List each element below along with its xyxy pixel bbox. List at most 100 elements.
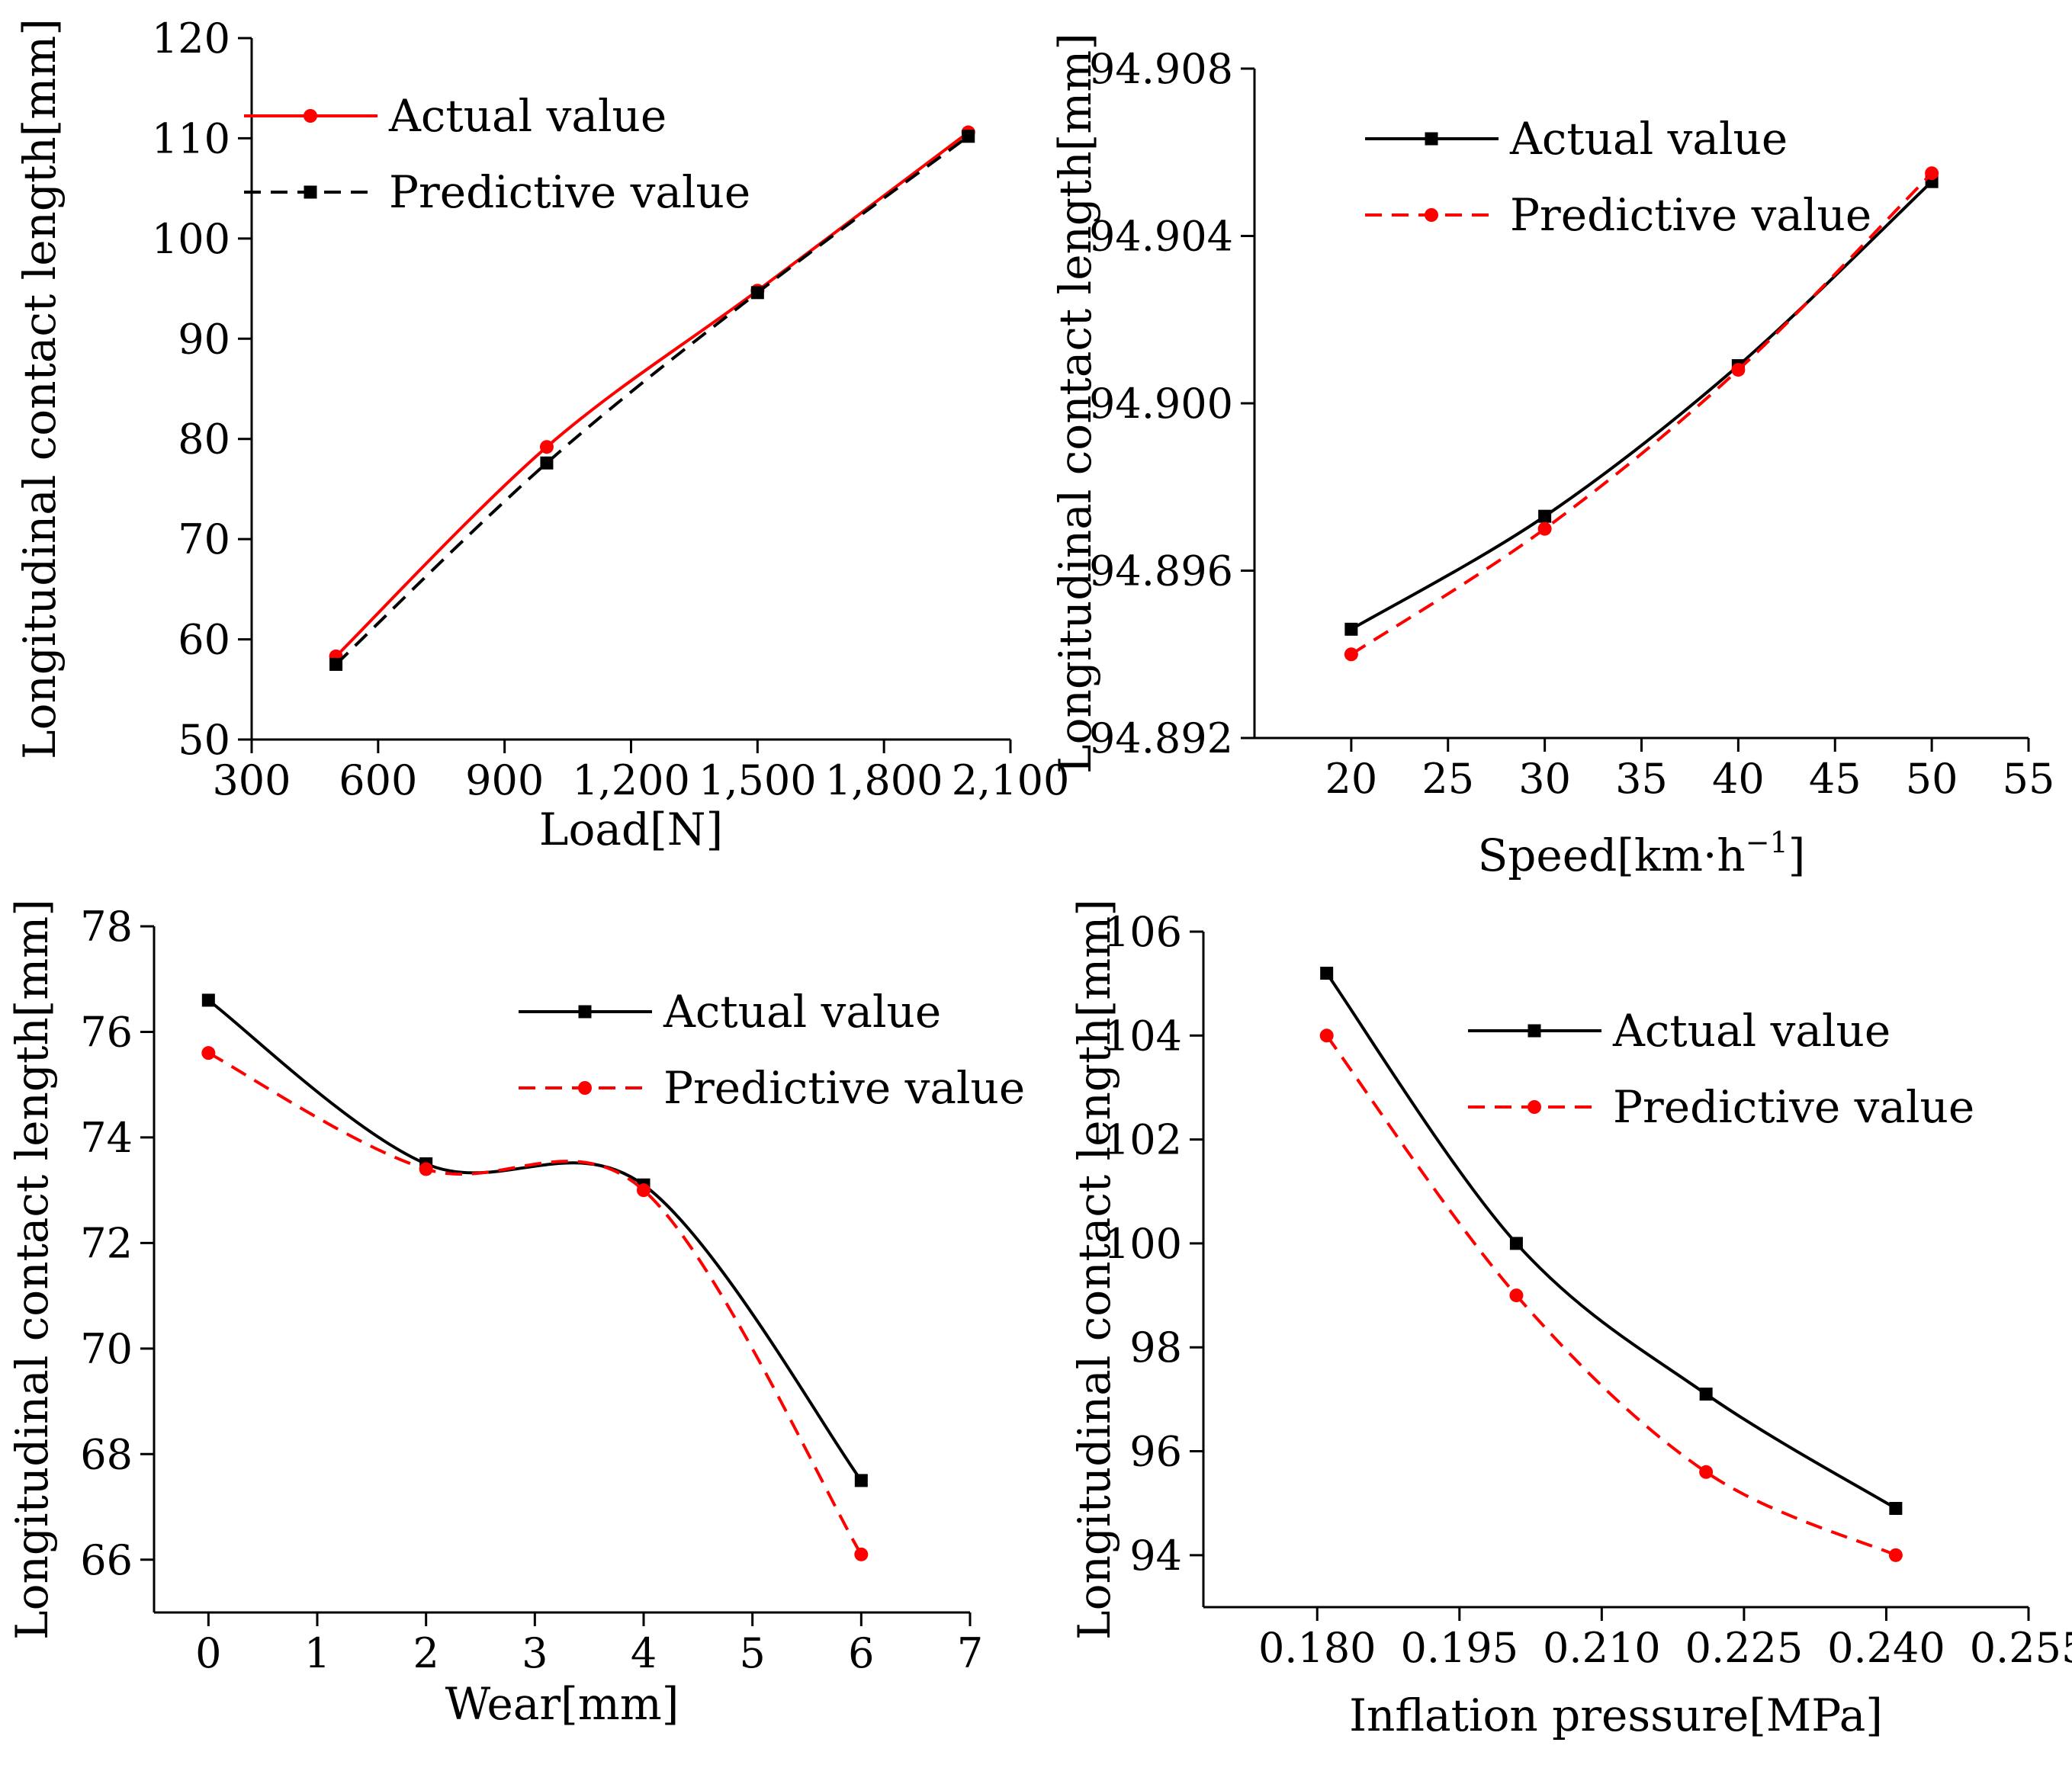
y-tick-label: 70: [178, 515, 230, 563]
x-tick-label: 40: [1712, 755, 1765, 803]
x-axis-title: Load[N]: [539, 804, 723, 855]
y-tick-label: 104: [1103, 1012, 1182, 1060]
y-tick-label: 72: [80, 1219, 133, 1267]
x-tick-label: 1: [304, 1629, 330, 1677]
legend-label: Predictive value: [663, 1062, 1025, 1114]
data-point: [750, 286, 764, 300]
chart-panel-2: 20 25 30 35 40 45 50 55 94.892 94.896 94.900 94.904…: [1049, 33, 2054, 881]
data-point: [329, 657, 343, 671]
legend-label: Predictive value: [1613, 1081, 1974, 1133]
x-tick-label: 6: [848, 1629, 874, 1677]
legend-marker: [304, 109, 317, 123]
data-point: [1537, 521, 1552, 536]
x-tick-label: 1,500: [699, 756, 817, 804]
series-2: [1319, 1028, 1903, 1562]
legend-entry: Predictive value: [244, 166, 750, 218]
y-tick-label: 100: [1103, 1220, 1182, 1268]
x-tick-label: 900: [465, 756, 544, 804]
data-point: [1731, 363, 1746, 377]
data-point: [1509, 1237, 1523, 1250]
data-point: [201, 993, 215, 1007]
x-axis-title: Speed[km·h−1]: [1478, 826, 1806, 881]
series-line: [1350, 180, 1933, 631]
y-tick-label: 74: [80, 1114, 133, 1162]
x-tick-label: 0.180: [1258, 1624, 1377, 1672]
x-tick-label: 0.240: [1827, 1624, 1945, 1672]
x-tick-label: 55: [2003, 755, 2055, 803]
x-tick-label: 0: [195, 1629, 221, 1677]
x-tick-label: 5: [739, 1629, 765, 1677]
y-tick-label: 94.904: [1089, 213, 1233, 261]
data-point: [1888, 1548, 1903, 1562]
x-tick-label: 4: [631, 1629, 657, 1677]
y-tick-label: 60: [178, 616, 230, 664]
x-axis-title-end: ]: [1788, 829, 1806, 881]
data-point: [1344, 622, 1358, 636]
data-point: [1699, 1388, 1713, 1401]
data-point: [1344, 647, 1358, 662]
legend-entry: Actual value: [519, 986, 941, 1038]
data-point: [539, 440, 554, 454]
y-axis-title: Longitudinal contact length[mm]: [1049, 33, 1101, 774]
data-point: [1538, 509, 1552, 523]
y-tick-label: 78: [80, 903, 133, 951]
x-axis-title-text: Wear[mm]: [445, 1678, 679, 1730]
legend-entry: Predictive value: [1365, 189, 1871, 241]
data-point: [1509, 1288, 1524, 1303]
legend-marker: [1425, 208, 1438, 222]
x-tick-label: 0.210: [1543, 1624, 1661, 1672]
legend-label: Actual value: [388, 90, 667, 142]
x-tick-label: 0.225: [1685, 1624, 1804, 1672]
y-tick-label: 94.896: [1089, 547, 1233, 595]
y-tick-label: 102: [1103, 1116, 1182, 1164]
series-line: [1350, 172, 1933, 656]
series-2: [329, 130, 975, 671]
series-line: [1325, 972, 1897, 1510]
x-axis-title-text: Speed[km·h: [1478, 829, 1746, 881]
legend-label: Actual value: [1509, 113, 1788, 165]
chart-panel-4: 0.180 0.195 0.210 0.225 0.240 0.255 94 96 98 100 1…: [1068, 899, 2072, 1741]
legend-marker: [1527, 1024, 1541, 1038]
x-axis-title: Wear[mm]: [445, 1678, 679, 1730]
legend-marker: [578, 1081, 592, 1095]
data-point: [419, 1162, 433, 1176]
legend-label: Actual value: [663, 986, 941, 1038]
x-tick-label: 0.255: [1970, 1624, 2072, 1672]
chart-panel-3: 0 1 2 3 4 5 6 7 66 68 70 72 74 76 78 Wear[mm] Longitudin…: [6, 899, 1025, 1730]
series-line: [1325, 1035, 1897, 1557]
y-tick-label: 68: [80, 1430, 133, 1478]
data-point: [540, 456, 554, 470]
data-point: [962, 130, 975, 143]
y-tick-label: 66: [80, 1536, 133, 1584]
legend-entry: Actual value: [1365, 113, 1788, 165]
y-tick-label: 94: [1129, 1532, 1182, 1580]
legend-entry: Predictive value: [1468, 1081, 1974, 1133]
y-axis-title: Longitudinal contact length[mm]: [14, 18, 66, 759]
data-point: [1699, 1465, 1714, 1479]
legend-entry: Actual value: [244, 90, 667, 142]
legend-label: Predictive value: [389, 166, 750, 218]
x-tick-label: 600: [339, 756, 417, 804]
x-tick-label: 35: [1615, 755, 1668, 803]
x-tick-label: 30: [1518, 755, 1571, 803]
x-axis-title: Inflation pressure[MPa]: [1349, 1689, 1883, 1741]
data-point: [1925, 166, 1939, 181]
legend-label: Actual value: [1612, 1005, 1890, 1057]
y-tick-label: 98: [1129, 1324, 1182, 1372]
data-point: [1320, 967, 1334, 980]
x-axis-title-text: Inflation pressure[MPa]: [1349, 1689, 1883, 1741]
y-tick-label: 94.908: [1089, 45, 1233, 93]
series-2: [201, 1046, 869, 1561]
legend-entry: Predictive value: [519, 1062, 1025, 1114]
y-tick-label: 80: [178, 416, 230, 464]
y-axis-title: Longitudinal contact length[mm]: [6, 899, 58, 1640]
chart-panel-1: 300 600 900 1,200 1,500 1,800 2,100 50 60 70 80 90 1…: [14, 14, 1069, 855]
y-tick-label: 50: [178, 716, 230, 764]
y-tick-label: 106: [1103, 908, 1182, 956]
legend-entry: Actual value: [1468, 1005, 1890, 1057]
x-axis-title-text: Load[N]: [539, 804, 723, 855]
x-tick-label: 2: [413, 1629, 438, 1677]
legend-label: Predictive value: [1510, 189, 1871, 241]
series-1: [1344, 175, 1939, 636]
